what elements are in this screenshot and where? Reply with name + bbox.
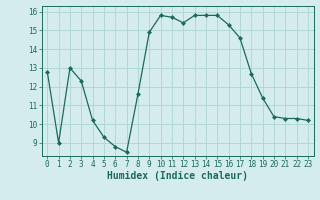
X-axis label: Humidex (Indice chaleur): Humidex (Indice chaleur) [107, 171, 248, 181]
